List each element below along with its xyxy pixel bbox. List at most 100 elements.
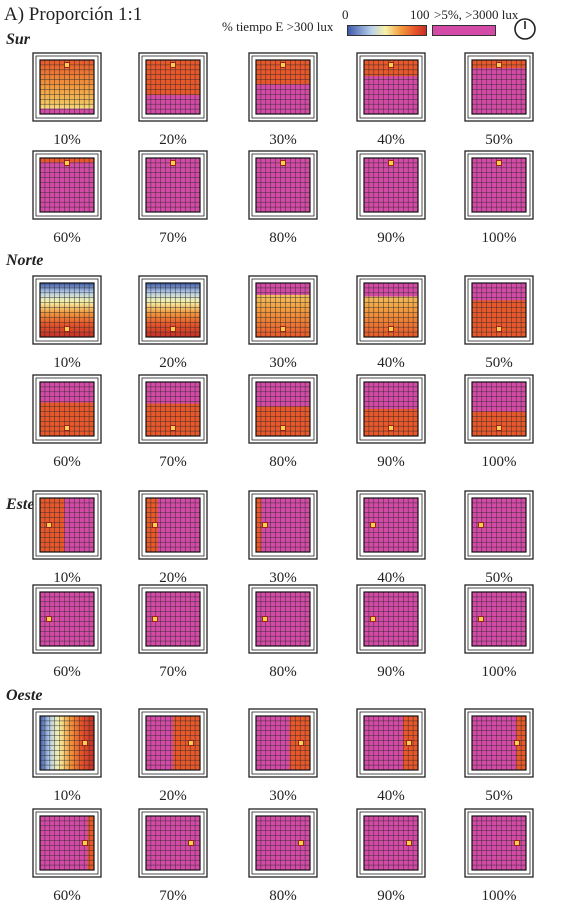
illuminance-map: [356, 374, 426, 444]
panel-west-60pct: [32, 808, 102, 878]
illuminance-map: [356, 150, 426, 220]
panel-percent-label: 70%: [159, 664, 187, 680]
panel-percent-label: 80%: [269, 888, 297, 904]
panel-west-90pct: [356, 808, 426, 878]
legend-max-label: 100: [410, 7, 430, 22]
panel-east-90pct: [356, 584, 426, 654]
panel-percent-label: 70%: [159, 454, 187, 470]
legend-min-label: 0: [342, 7, 349, 22]
panel-south-10pct: [32, 52, 102, 122]
illuminance-map: [248, 808, 318, 878]
illuminance-map: [32, 275, 102, 345]
panel-percent-label: 20%: [159, 355, 187, 371]
panel-west-50pct: [464, 708, 534, 778]
panel-percent-label: 60%: [53, 454, 81, 470]
panel-west-40pct: [356, 708, 426, 778]
panel-percent-label: 40%: [377, 570, 405, 586]
panel-south-20pct: [138, 52, 208, 122]
illuminance-map: [248, 374, 318, 444]
illuminance-map: [248, 52, 318, 122]
clock-icon: [514, 18, 536, 40]
panel-east-30pct: [248, 490, 318, 560]
panel-south-40pct: [356, 52, 426, 122]
illuminance-map: [138, 708, 208, 778]
illuminance-map: [356, 275, 426, 345]
illuminance-map: [356, 490, 426, 560]
panel-percent-label: 90%: [377, 454, 405, 470]
panel-north-10pct: [32, 275, 102, 345]
panel-percent-label: 30%: [269, 355, 297, 371]
panel-east-70pct: [138, 584, 208, 654]
panel-percent-label: 80%: [269, 230, 297, 246]
illuminance-map: [464, 490, 534, 560]
panel-percent-label: 60%: [53, 888, 81, 904]
illuminance-map: [138, 374, 208, 444]
illuminance-map: [32, 584, 102, 654]
figure-title: A) Proporción 1:1: [4, 4, 143, 25]
illuminance-map: [138, 490, 208, 560]
panel-south-50pct: [464, 52, 534, 122]
illuminance-map: [32, 490, 102, 560]
legend-pink-swatch: [432, 25, 496, 36]
panel-percent-label: 30%: [269, 570, 297, 586]
illuminance-map: [248, 708, 318, 778]
panel-north-30pct: [248, 275, 318, 345]
panel-north-50pct: [464, 275, 534, 345]
panel-north-90pct: [356, 374, 426, 444]
illuminance-map: [248, 275, 318, 345]
panel-percent-label: 90%: [377, 664, 405, 680]
panel-percent-label: 70%: [159, 230, 187, 246]
panel-percent-label: 60%: [53, 664, 81, 680]
panel-percent-label: 90%: [377, 230, 405, 246]
illuminance-map: [32, 52, 102, 122]
panel-percent-label: 40%: [377, 355, 405, 371]
illuminance-map: [356, 52, 426, 122]
illuminance-map: [464, 52, 534, 122]
panel-east-50pct: [464, 490, 534, 560]
legend-color-scale: [347, 25, 427, 36]
illuminance-map: [356, 708, 426, 778]
illuminance-map: [464, 150, 534, 220]
panel-west-80pct: [248, 808, 318, 878]
section-label-east: Este: [6, 496, 35, 513]
panel-percent-label: 70%: [159, 888, 187, 904]
panel-north-60pct: [32, 374, 102, 444]
panel-percent-label: 30%: [269, 132, 297, 148]
panel-percent-label: 100%: [481, 664, 517, 680]
panel-percent-label: 90%: [377, 888, 405, 904]
illuminance-map: [138, 808, 208, 878]
illuminance-map: [32, 374, 102, 444]
panel-east-10pct: [32, 490, 102, 560]
panel-percent-label: 10%: [53, 355, 81, 371]
panel-east-80pct: [248, 584, 318, 654]
panel-percent-label: 100%: [481, 230, 517, 246]
panel-east-20pct: [138, 490, 208, 560]
illuminance-map: [464, 808, 534, 878]
panel-south-30pct: [248, 52, 318, 122]
illuminance-map: [138, 52, 208, 122]
panel-west-100pct: [464, 808, 534, 878]
panel-east-40pct: [356, 490, 426, 560]
illuminance-map: [464, 708, 534, 778]
panel-percent-label: 80%: [269, 454, 297, 470]
section-label-west: Oeste: [6, 687, 43, 704]
panel-percent-label: 50%: [485, 355, 513, 371]
illuminance-map: [138, 584, 208, 654]
panel-percent-label: 40%: [377, 132, 405, 148]
panel-percent-label: 80%: [269, 664, 297, 680]
panel-percent-label: 20%: [159, 132, 187, 148]
panel-north-80pct: [248, 374, 318, 444]
illuminance-map: [138, 275, 208, 345]
panel-east-100pct: [464, 584, 534, 654]
panel-percent-label: 40%: [377, 788, 405, 804]
section-label-north: Norte: [6, 252, 44, 269]
panel-south-70pct: [138, 150, 208, 220]
panel-north-70pct: [138, 374, 208, 444]
panel-percent-label: 50%: [485, 788, 513, 804]
illuminance-map: [32, 708, 102, 778]
panel-percent-label: 10%: [53, 570, 81, 586]
illuminance-map: [356, 808, 426, 878]
illuminance-map: [32, 150, 102, 220]
panel-percent-label: 100%: [481, 888, 517, 904]
illuminance-map: [248, 584, 318, 654]
